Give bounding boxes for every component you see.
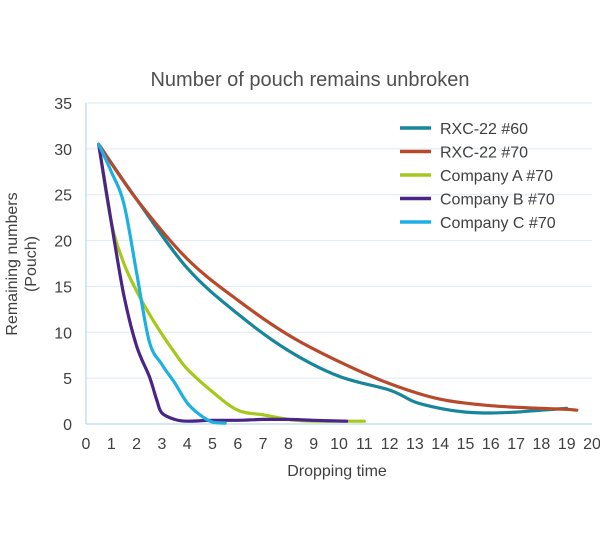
y-tick-label: 25: [54, 188, 72, 205]
y-tick-label: 5: [63, 371, 72, 388]
x-tick-label: 13: [406, 436, 424, 453]
legend-label-rxc-22-60: RXC-22 #60: [440, 121, 528, 138]
y-tick-label: 0: [63, 417, 72, 434]
x-tick-label: 18: [533, 436, 551, 453]
x-tick-label: 3: [157, 436, 166, 453]
legend-label-company-b-70: Company B #70: [440, 192, 555, 209]
legend-label-company-c-70: Company C #70: [440, 215, 556, 232]
axes: [85, 103, 592, 425]
x-tick-label: 14: [431, 436, 449, 453]
x-tick-label: 19: [558, 436, 576, 453]
x-tick-label: 15: [457, 436, 475, 453]
series-line-company-b-70: [97, 142, 349, 423]
x-tick-label: 17: [507, 436, 525, 453]
x-tick-label: 0: [82, 436, 91, 453]
x-tick-label: 5: [208, 436, 217, 453]
legend: RXC-22 #60 RXC-22 #70 Company A #70 Company…: [400, 121, 556, 232]
x-axis-label: Dropping time: [287, 463, 387, 480]
x-tick-label: 11: [356, 436, 373, 453]
x-tick-label: 10: [330, 436, 348, 453]
x-tick-label: 2: [132, 436, 141, 453]
y-axis-label-line-1: Remaining numbers: [4, 192, 21, 335]
y-tick-label: 35: [54, 96, 72, 113]
y-tick-label: 20: [54, 234, 72, 251]
series-line-company-c-70: [97, 142, 227, 425]
legend-label-rxc-22-70: RXC-22 #70: [440, 145, 528, 162]
x-tick-label: 4: [183, 436, 192, 453]
series-lines: [97, 142, 579, 425]
legend-label-company-a-70: Company A #70: [440, 168, 553, 185]
x-tick-label: 16: [482, 436, 500, 453]
y-axis-label-line-2: (Pouch): [23, 236, 40, 292]
x-tick-label: 1: [107, 436, 116, 453]
y-axis-label: Remaining numbers (Pouch): [4, 192, 40, 335]
series-line-rxc-22-60: [97, 142, 569, 415]
x-tick-label: 6: [233, 436, 242, 453]
x-tick-label: 9: [309, 436, 318, 453]
x-tick-label: 20: [583, 436, 600, 453]
x-tick-label: 8: [284, 436, 293, 453]
y-tick-label: 10: [54, 325, 72, 342]
x-tick-label: 7: [259, 436, 268, 453]
y-tick-label: 15: [54, 279, 72, 296]
y-tick-label: 30: [54, 142, 72, 159]
series-line-rxc-22-70: [97, 142, 579, 412]
chart-title: Number of pouch remains unbroken: [150, 69, 469, 91]
x-tick-label: 12: [381, 436, 399, 453]
